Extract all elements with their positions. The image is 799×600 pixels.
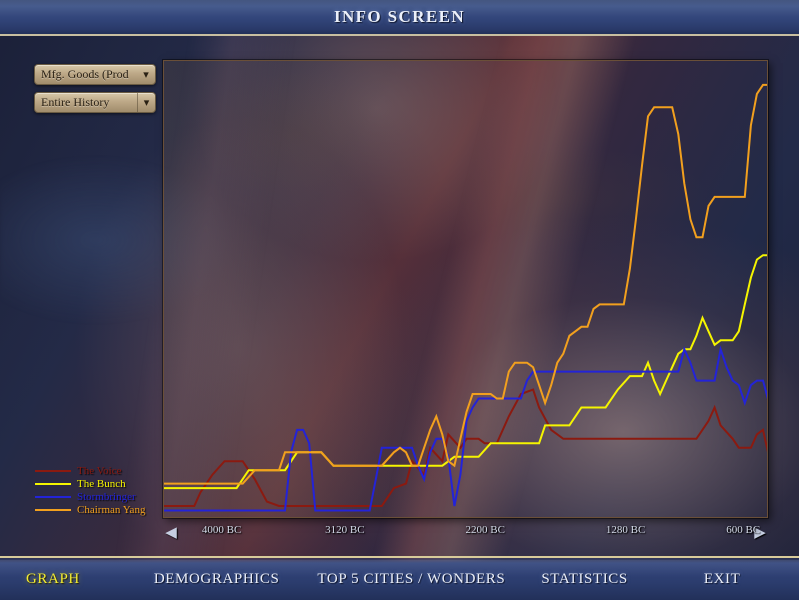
nav-item-demographics[interactable]: DEMOGRAPHICS bbox=[153, 570, 280, 587]
scroll-left-arrow-icon[interactable]: ◀ bbox=[165, 524, 177, 541]
scroll-right-arrow-icon[interactable]: ▶ bbox=[754, 524, 766, 541]
page-title: INFO SCREEN bbox=[333, 7, 466, 26]
legend-item-label: The Bunch bbox=[77, 477, 126, 490]
legend-color-swatch bbox=[35, 495, 71, 498]
time-range-dropdown[interactable]: Entire History ▾ bbox=[34, 92, 156, 113]
time-range-dropdown-label: Entire History bbox=[41, 95, 110, 109]
window-titlebar: INFO SCREEN bbox=[0, 0, 799, 36]
legend-item-label: Stormbringer bbox=[77, 490, 136, 503]
metric-dropdown[interactable]: Mfg. Goods (Prod ▾ bbox=[34, 64, 156, 85]
legend-item-label: The Voice bbox=[77, 464, 122, 477]
bottom-navigation: GRAPH DEMOGRAPHICS TOP 5 CITIES / WONDER… bbox=[0, 556, 799, 600]
legend-color-swatch bbox=[35, 469, 71, 472]
legend-color-swatch bbox=[35, 508, 71, 511]
axis-tick-label: 1280 BC bbox=[605, 524, 646, 536]
nav-item-statistics[interactable]: STATISTICS bbox=[541, 570, 628, 587]
legend-color-swatch bbox=[35, 482, 71, 485]
legend-item-label: Chairman Yang bbox=[77, 503, 146, 516]
legend-item[interactable]: Chairman Yang bbox=[35, 503, 157, 516]
graph-panel[interactable] bbox=[163, 60, 768, 518]
legend-item[interactable]: The Bunch bbox=[35, 477, 157, 490]
nav-item-top-5-cities-wonders[interactable]: TOP 5 CITIES / WONDERS bbox=[317, 570, 506, 587]
axis-tick-label: 600 BC bbox=[726, 524, 761, 536]
graph-line-the-voice bbox=[164, 390, 768, 506]
timeline-axis: ◀ 4000 BC 3120 BC 2200 BC 1280 BC 600 BC ▶ bbox=[163, 521, 768, 543]
nav-item-graph[interactable]: GRAPH bbox=[26, 570, 80, 587]
graph-legend: The Voice The Bunch Stormbringer Chairman Y… bbox=[32, 462, 160, 518]
chevron-down-icon[interactable]: ▾ bbox=[143, 69, 149, 81]
axis-tick-label: 2200 BC bbox=[465, 524, 505, 536]
chevron-down-icon[interactable]: ▾ bbox=[137, 93, 155, 112]
graph-line-chairman-yang bbox=[164, 85, 768, 484]
metric-dropdown-label: Mfg. Goods (Prod bbox=[41, 67, 129, 81]
legend-item[interactable]: The Voice bbox=[35, 464, 157, 477]
graph-lines bbox=[164, 61, 768, 518]
axis-tick-labels: 4000 BC 3120 BC 2200 BC 1280 BC 600 BC bbox=[179, 521, 760, 543]
axis-tick-label: 4000 BC bbox=[201, 524, 242, 536]
graph-line-stormbringer bbox=[164, 349, 768, 510]
axis-tick-label: 3120 BC bbox=[325, 524, 365, 536]
legend-item[interactable]: Stormbringer bbox=[35, 490, 157, 503]
nav-item-exit[interactable]: EXIT bbox=[703, 570, 741, 587]
